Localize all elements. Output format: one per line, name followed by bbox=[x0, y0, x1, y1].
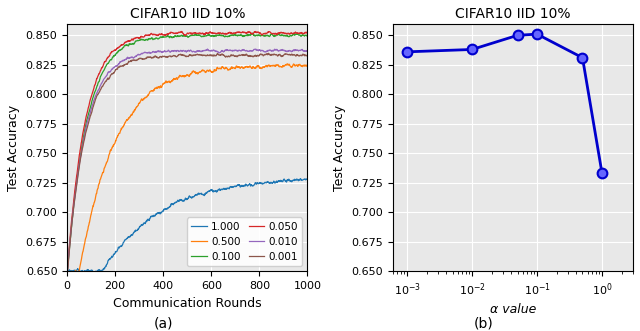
0.050 bbox=[88, 92, 96, 96]
Line: 0.001: 0.001 bbox=[67, 53, 307, 274]
0.010 bbox=[303, 48, 311, 52]
0.001 bbox=[251, 54, 259, 58]
0.010 bbox=[161, 49, 168, 53]
0.001 bbox=[265, 51, 273, 55]
0.050 bbox=[303, 30, 311, 34]
0.010 bbox=[63, 271, 71, 275]
X-axis label: α value: α value bbox=[490, 303, 536, 316]
0.050 bbox=[251, 30, 259, 34]
1.000 bbox=[303, 178, 311, 182]
1.000 bbox=[170, 203, 177, 207]
0.001 bbox=[228, 54, 236, 58]
0.500 bbox=[63, 272, 71, 276]
0.100 bbox=[303, 34, 311, 38]
1.000 bbox=[88, 269, 96, 273]
Line: 0.100: 0.100 bbox=[67, 33, 307, 271]
0.100 bbox=[88, 99, 96, 103]
1.000 bbox=[161, 207, 168, 211]
0.001 bbox=[161, 55, 168, 59]
1.000 bbox=[63, 268, 71, 272]
X-axis label: Communication Rounds: Communication Rounds bbox=[113, 297, 262, 310]
0.100 bbox=[255, 33, 263, 37]
0.050 bbox=[169, 31, 177, 35]
1.000 bbox=[90, 271, 97, 275]
0.100 bbox=[63, 269, 71, 273]
0.100 bbox=[251, 34, 259, 38]
0.001 bbox=[169, 54, 177, 58]
0.050 bbox=[63, 268, 71, 272]
0.001 bbox=[63, 272, 71, 276]
Line: 1.000: 1.000 bbox=[67, 179, 307, 273]
1.000 bbox=[296, 177, 304, 181]
1.000 bbox=[228, 185, 236, 189]
0.010 bbox=[88, 105, 96, 109]
0.500 bbox=[303, 64, 311, 68]
0.050 bbox=[255, 30, 263, 34]
0.010 bbox=[169, 49, 177, 53]
0.100 bbox=[169, 35, 177, 39]
Title: CIFAR10 IID 10%: CIFAR10 IID 10% bbox=[455, 7, 571, 21]
0.010 bbox=[255, 48, 263, 52]
0.500 bbox=[284, 62, 292, 66]
0.500 bbox=[169, 78, 177, 82]
1.000 bbox=[251, 182, 259, 186]
0.500 bbox=[228, 66, 236, 70]
Text: (a): (a) bbox=[154, 317, 173, 331]
Line: 0.500: 0.500 bbox=[67, 64, 307, 274]
0.010 bbox=[204, 47, 211, 51]
0.500 bbox=[255, 64, 263, 68]
0.500 bbox=[251, 66, 259, 70]
0.500 bbox=[161, 81, 168, 85]
Legend: 1.000, 0.500, 0.100, 0.050, 0.010, 0.001: 1.000, 0.500, 0.100, 0.050, 0.010, 0.001 bbox=[187, 217, 302, 266]
Y-axis label: Test Accuracy: Test Accuracy bbox=[7, 104, 20, 191]
0.050 bbox=[161, 33, 168, 37]
0.050 bbox=[228, 31, 236, 35]
0.100 bbox=[161, 35, 168, 39]
0.001 bbox=[303, 53, 311, 57]
Title: CIFAR10 IID 10%: CIFAR10 IID 10% bbox=[129, 7, 245, 21]
0.500 bbox=[88, 209, 96, 213]
0.010 bbox=[251, 47, 259, 51]
0.001 bbox=[88, 110, 96, 114]
Line: 0.010: 0.010 bbox=[67, 49, 307, 273]
Text: (b): (b) bbox=[474, 317, 493, 331]
0.050 bbox=[252, 29, 259, 33]
Line: 0.050: 0.050 bbox=[67, 31, 307, 270]
0.010 bbox=[228, 49, 236, 53]
0.100 bbox=[228, 33, 236, 37]
1.000 bbox=[255, 181, 263, 185]
0.001 bbox=[255, 54, 263, 58]
0.100 bbox=[249, 31, 257, 35]
Y-axis label: Test Accuracy: Test Accuracy bbox=[333, 104, 346, 191]
